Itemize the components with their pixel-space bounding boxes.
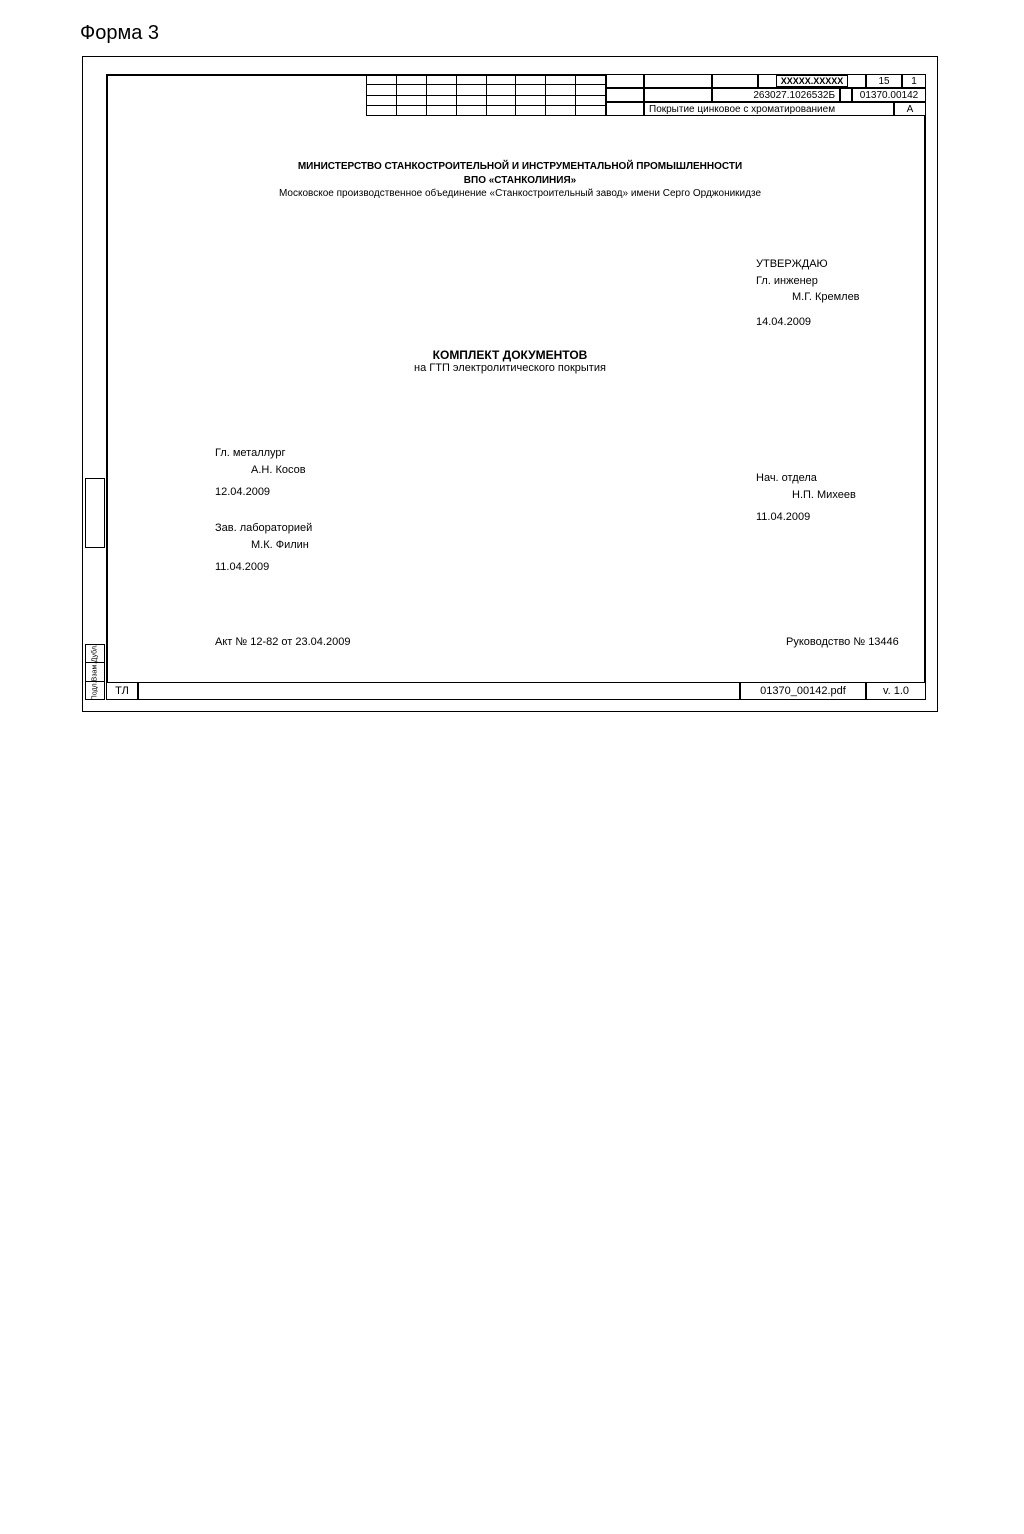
tb-process-name: Покрытие цинковое с хроматированием — [644, 102, 894, 116]
org-block: МИНИСТЕРСТВО СТАНКОСТРОИТЕЛЬНОЙ И ИНСТРУ… — [160, 160, 880, 201]
sig-right-role: Нач. отдела — [756, 470, 856, 487]
tb-docnum-right: 01370.00142 — [852, 88, 926, 102]
approve-role: Гл. инженер — [756, 273, 860, 290]
sig-left-1: Гл. металлург А.Н. Косов 12.04.2009 — [215, 445, 306, 501]
sig-left-1-name: А.Н. Косов — [215, 462, 306, 479]
approve-block: УТВЕРЖДАЮ Гл. инженер М.Г. Кремлев 14.04… — [756, 256, 860, 330]
tb-n15: 15 — [866, 74, 902, 88]
sig-left-1-role: Гл. металлург — [215, 445, 306, 462]
org-line3: Московское производственное объединение … — [160, 187, 880, 201]
approve-date: 14.04.2009 — [756, 314, 860, 331]
footer-version: v. 1.0 — [866, 682, 926, 700]
approve-name: М.Г. Кремлев — [756, 289, 860, 306]
sig-right-date: 11.04.2009 — [756, 509, 856, 526]
doc-title-sub: на ГТП электролитического покрытия — [300, 362, 720, 374]
tb-letter-a: А — [894, 102, 926, 116]
sig-left-1-date: 12.04.2009 — [215, 484, 306, 501]
page-label: Форма 3 — [80, 22, 159, 45]
sig-left-2-name: М.К. Филин — [215, 537, 312, 554]
side-vzam: Взам. — [86, 663, 104, 680]
tb-r3c1 — [606, 102, 644, 116]
tb-r1c2 — [644, 74, 712, 88]
sig-right-name: Н.П. Михеев — [756, 487, 856, 504]
sig-left-2: Зав. лабораторией М.К. Филин 11.04.2009 — [215, 520, 312, 576]
org-line2: ВПО «СТАНКОЛИНИЯ» — [160, 174, 880, 188]
tb-r1c3 — [712, 74, 758, 88]
doc-title-main: КОМПЛЕКТ ДОКУМЕНТОВ — [300, 348, 720, 362]
tb-code-mask: ХХХХХ.ХХХХХ — [758, 74, 866, 88]
tb-r2c1 — [606, 88, 644, 102]
side-podl: Подл. — [86, 682, 104, 699]
footer-tl: ТЛ — [106, 682, 138, 700]
act-line: Акт № 12-82 от 23.04.2009 — [215, 636, 350, 648]
org-line1: МИНИСТЕРСТВО СТАНКОСТРОИТЕЛЬНОЙ И ИНСТРУ… — [160, 160, 880, 174]
guide-line: Руководство № 13446 — [786, 636, 899, 648]
tb-r2-gap — [840, 88, 852, 102]
sig-right: Нач. отдела Н.П. Михеев 11.04.2009 — [756, 470, 856, 526]
tb-docnum-left: 263027.1026532Б — [712, 88, 840, 102]
tb-r2c2 — [644, 88, 712, 102]
approval-grid — [366, 74, 606, 116]
tb-code-mask-box: ХХХХХ.ХХХХХ — [776, 75, 849, 87]
side-labels: Дубл. Взам. Подл. — [85, 644, 105, 700]
tb-r1c1 — [606, 74, 644, 88]
doc-title-block: КОМПЛЕКТ ДОКУМЕНТОВ на ГТП электролитиче… — [300, 348, 720, 374]
footer-file: 01370_00142.pdf — [740, 682, 866, 700]
side-dubl: Дубл. — [86, 645, 104, 662]
footer-spacer — [138, 682, 740, 700]
side-empty-box — [85, 478, 105, 548]
approve-word: УТВЕРЖДАЮ — [756, 256, 860, 273]
sig-left-2-date: 11.04.2009 — [215, 559, 312, 576]
sig-left-2-role: Зав. лабораторией — [215, 520, 312, 537]
tb-n1: 1 — [902, 74, 926, 88]
